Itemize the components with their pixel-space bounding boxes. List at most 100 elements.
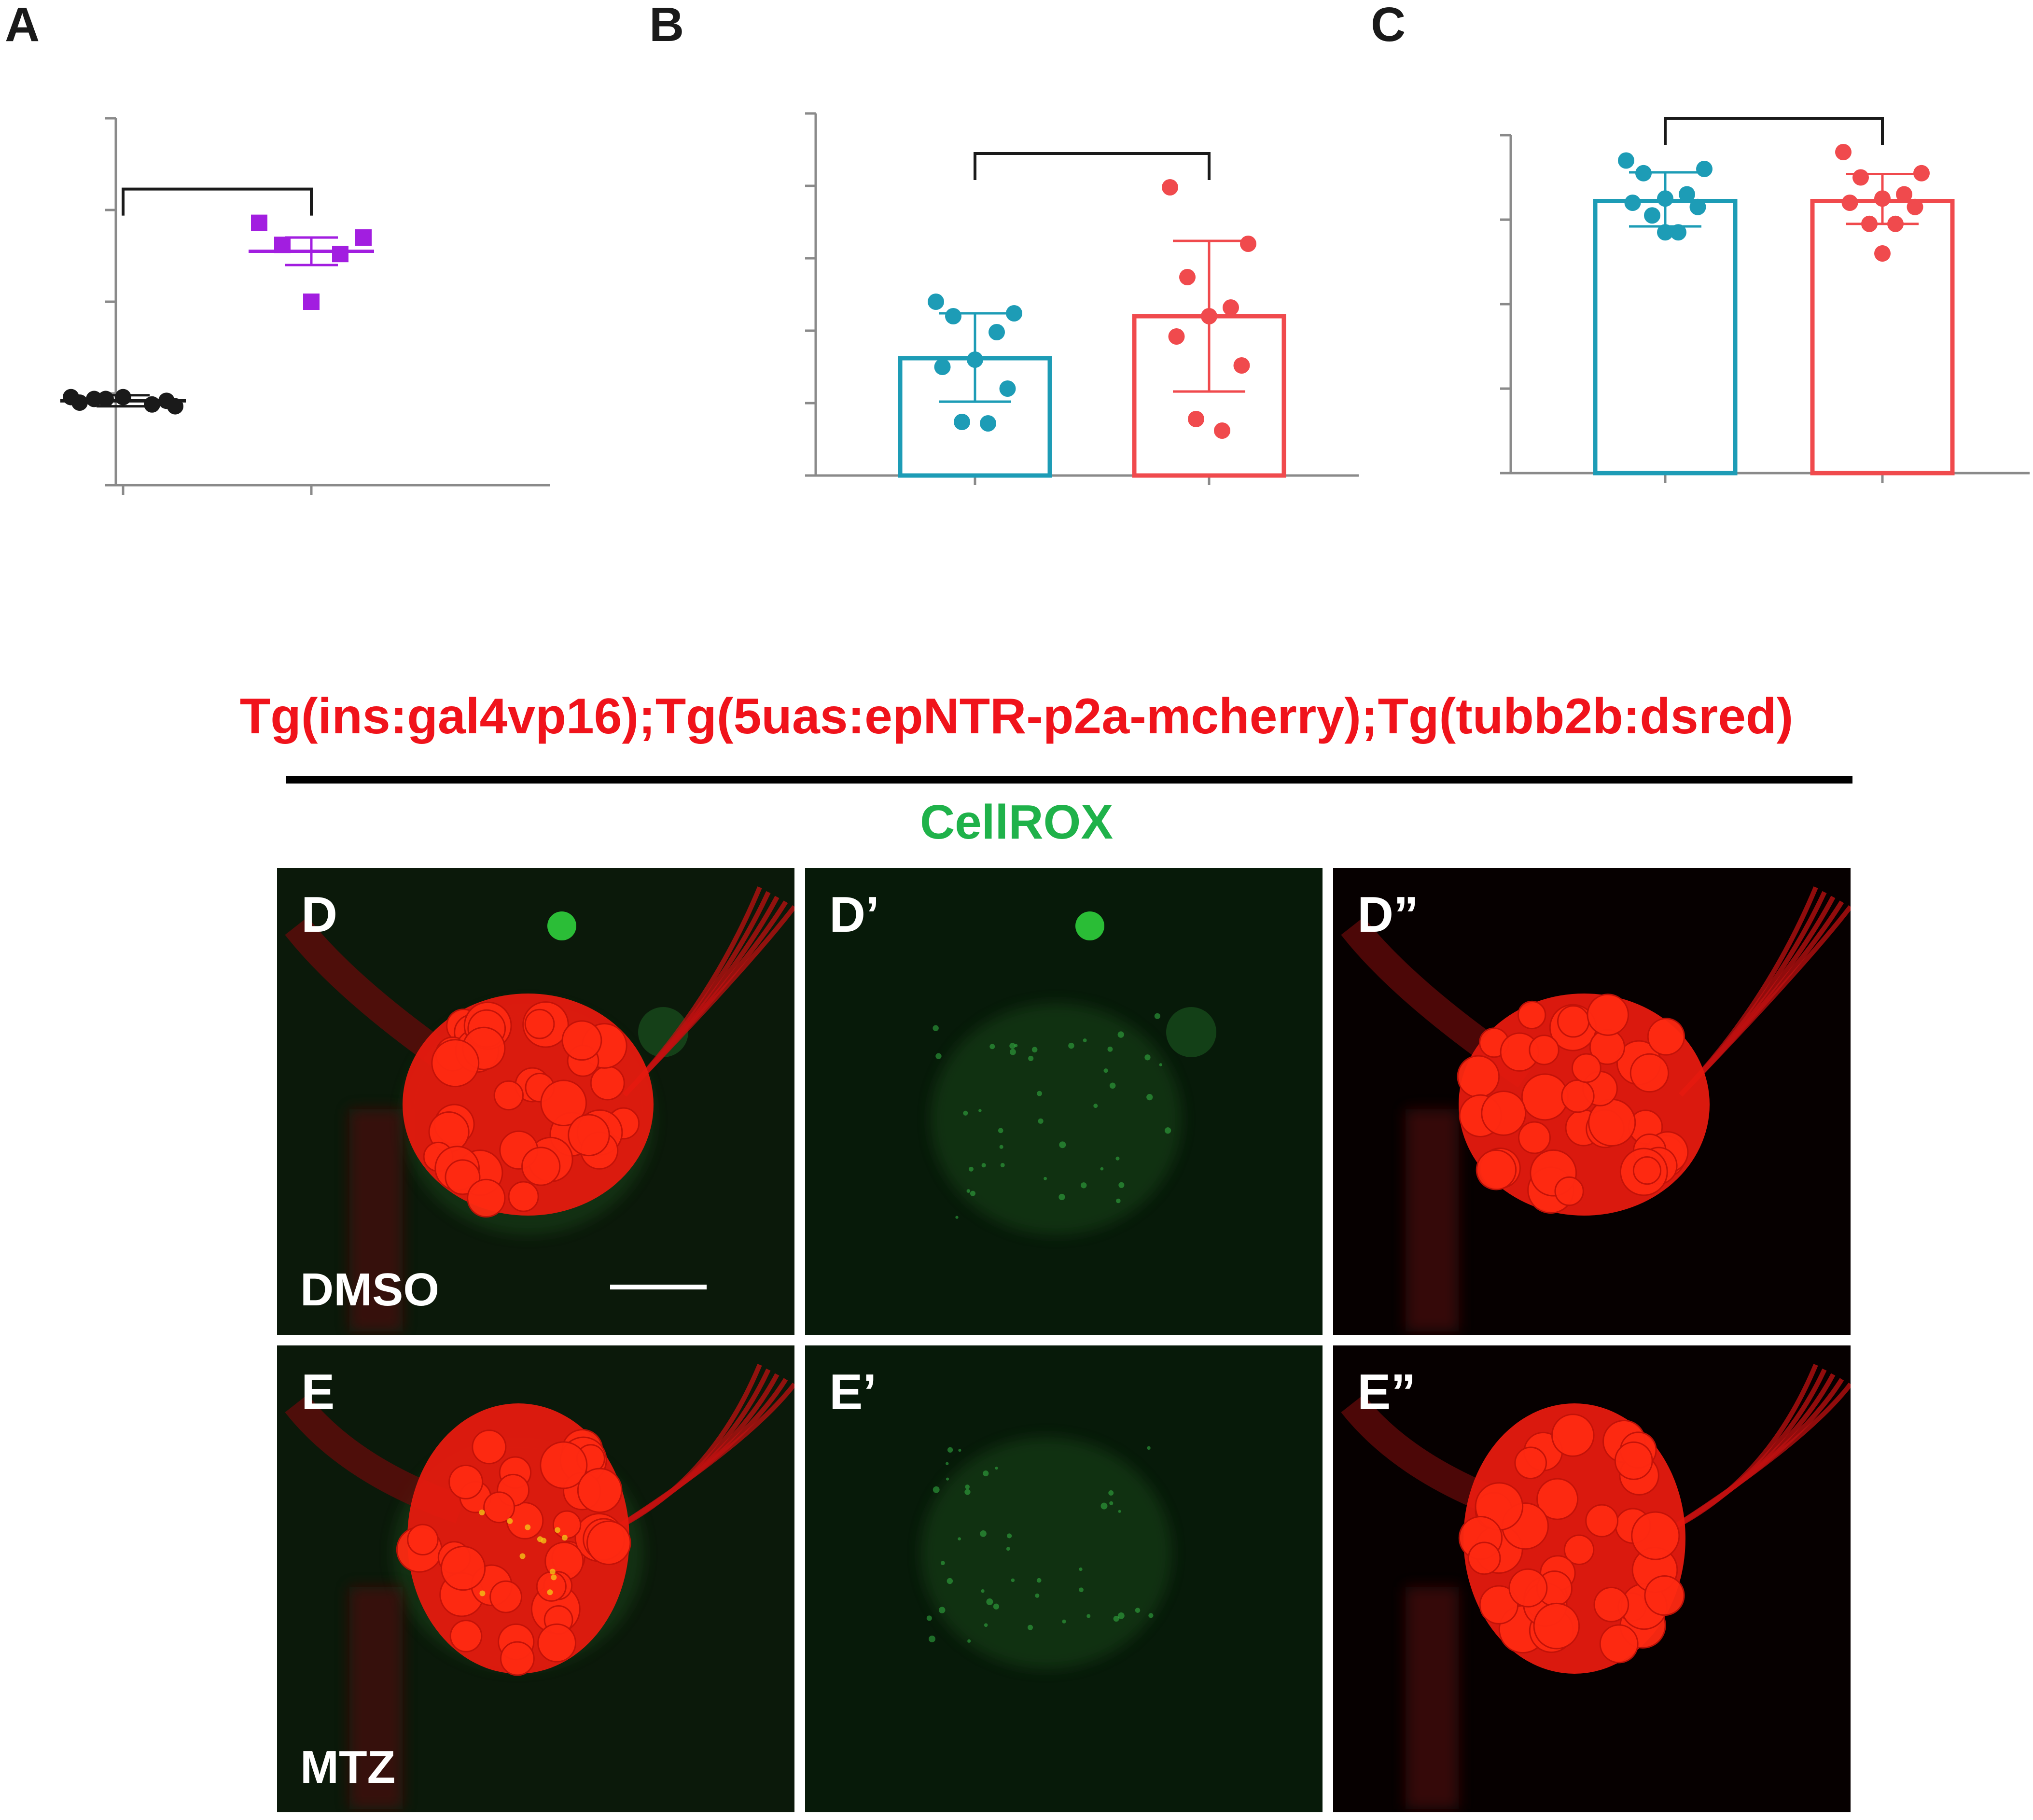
- colocalized-spot: [507, 1518, 513, 1524]
- neuron-cell: [586, 1520, 631, 1566]
- neuron-cell: [1481, 1090, 1527, 1136]
- green-speckle: [1086, 1614, 1091, 1618]
- green-speckle: [1059, 1141, 1066, 1148]
- neuron-cell: [407, 1524, 439, 1556]
- condition-label-mtz: MTZ: [300, 1741, 396, 1793]
- data-point: [1179, 269, 1196, 285]
- green-speckle: [1058, 1193, 1065, 1201]
- micrograph-image: [277, 1345, 794, 1812]
- neuron-cell: [1587, 994, 1629, 1036]
- micrograph-e-red: E”: [1333, 1345, 1851, 1812]
- green-speckle: [995, 1467, 998, 1470]
- green-speckle: [1031, 1047, 1038, 1053]
- green-speckle: [978, 1109, 982, 1112]
- green-speckle: [1164, 1127, 1171, 1134]
- nerve-fiber: [1670, 1382, 1851, 1531]
- neuron-cell: [1536, 1478, 1579, 1520]
- data-point: [1852, 169, 1869, 186]
- green-speckle: [1037, 1091, 1042, 1096]
- green-speckle: [1036, 1578, 1042, 1583]
- green-speckle: [1079, 1567, 1083, 1571]
- chart-ros-intensity: [805, 112, 1359, 485]
- data-point: [355, 229, 372, 246]
- green-speckle: [1014, 1044, 1018, 1048]
- neuron-cell: [568, 1114, 610, 1157]
- green-speckle: [1117, 1031, 1124, 1038]
- neuron-cell: [1629, 1053, 1670, 1093]
- significance-bracket: [122, 187, 313, 216]
- panel-label-d: D: [301, 887, 338, 943]
- green-speckle: [1118, 1510, 1121, 1513]
- data-point: [1835, 144, 1852, 160]
- neuron-cell: [1631, 1511, 1680, 1560]
- nerve-fiber: [623, 905, 794, 1097]
- green-speckle: [993, 1603, 1000, 1610]
- neuron-cell: [1585, 1504, 1619, 1538]
- green-speckle: [946, 1477, 949, 1481]
- data-point: [967, 351, 983, 368]
- nerve-fiber: [1679, 905, 1851, 1097]
- data-point: [1679, 186, 1695, 203]
- green-speckle: [1107, 1046, 1113, 1052]
- neuron-cell: [1593, 1586, 1629, 1623]
- green-speckle: [1159, 1063, 1162, 1066]
- neuron-cell: [1644, 1575, 1685, 1616]
- micrograph-d-merge: D DMSO: [277, 868, 794, 1335]
- micrograph-e-merge: E MTZ: [277, 1345, 794, 1812]
- data-point: [928, 294, 944, 310]
- green-speckle: [1118, 1182, 1125, 1188]
- scale-bar: [610, 1285, 707, 1289]
- neuron-cell: [472, 1429, 507, 1465]
- green-speckle: [1068, 1042, 1074, 1049]
- green-speckle: [999, 1145, 1003, 1149]
- green-speckle: [1000, 1162, 1005, 1167]
- neuron-cell: [1521, 1073, 1569, 1121]
- data-point: [1887, 215, 1904, 232]
- neuron-cell: [590, 1065, 625, 1101]
- data-point: [332, 246, 348, 263]
- green-speckle: [933, 1025, 939, 1031]
- micrograph-e-green: E’: [805, 1345, 1323, 1812]
- neuron-cell: [537, 1623, 577, 1663]
- data-point: [1689, 198, 1706, 215]
- green-speckle: [1044, 1176, 1047, 1180]
- data-point: [1841, 195, 1858, 211]
- neuron-cell: [1479, 1585, 1519, 1624]
- green-speckle: [1009, 1043, 1016, 1049]
- colocalized-spot: [551, 1574, 557, 1581]
- green-speckle: [981, 1163, 986, 1168]
- green-speckle: [1115, 1156, 1120, 1161]
- neuron-cell: [524, 1008, 555, 1039]
- green-speckle: [926, 1615, 932, 1621]
- data-point: [1657, 224, 1673, 241]
- neuron-cell: [1647, 1018, 1685, 1056]
- background-fiber: [349, 1587, 403, 1809]
- neuron-cell: [1533, 1602, 1580, 1650]
- green-glow: [931, 1003, 1182, 1235]
- background-fiber: [1406, 1587, 1459, 1809]
- bar-dmso: [1593, 199, 1738, 476]
- green-speckle: [1146, 1094, 1153, 1101]
- green-speckle: [1100, 1167, 1104, 1171]
- panel-label-e-prime: E’: [829, 1364, 877, 1420]
- neuron-cell: [540, 1441, 588, 1489]
- neuron-cell: [500, 1641, 535, 1676]
- colocalized-spot: [555, 1527, 561, 1533]
- neuron-cell: [561, 1020, 602, 1061]
- green-speckle: [940, 1561, 945, 1566]
- green-speckle: [935, 1053, 942, 1059]
- colocalized-spot: [525, 1524, 531, 1530]
- green-speckle: [1083, 1038, 1087, 1042]
- data-point: [1913, 165, 1930, 182]
- data-point: [1644, 207, 1660, 224]
- data-point: [980, 415, 996, 432]
- neuron-cell: [449, 1620, 483, 1652]
- green-cell: [547, 911, 576, 940]
- green-speckle: [1144, 1054, 1151, 1061]
- data-point: [251, 214, 267, 231]
- green-speckle: [946, 1462, 949, 1465]
- neuron-cell: [440, 1545, 486, 1591]
- data-point: [86, 391, 102, 407]
- neuron-cell: [1614, 1441, 1653, 1480]
- green-speckle: [1147, 1446, 1151, 1450]
